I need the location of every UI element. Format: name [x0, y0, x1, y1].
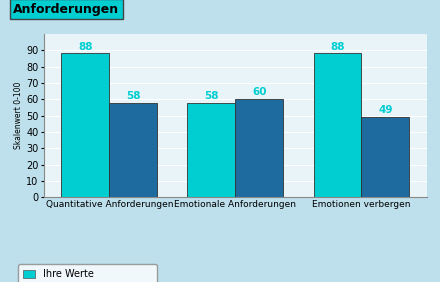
Text: 88: 88	[78, 41, 92, 52]
Bar	[362, 117, 409, 197]
Bar	[62, 54, 109, 197]
Text: 58: 58	[126, 91, 140, 101]
Bar	[187, 103, 235, 197]
Bar	[314, 54, 362, 197]
Text: 58: 58	[204, 91, 219, 101]
Bar	[235, 99, 283, 197]
Text: 60: 60	[252, 87, 267, 97]
Text: Anforderungen: Anforderungen	[13, 3, 120, 16]
Legend: Ihre Werte, Copsoq Referenzwerte: Ihre Werte, Copsoq Referenzwerte	[18, 265, 157, 282]
Bar	[109, 103, 157, 197]
Text: 88: 88	[330, 41, 345, 52]
Text: 49: 49	[378, 105, 392, 115]
Y-axis label: Skalenwert 0-100: Skalenwert 0-100	[14, 82, 23, 149]
